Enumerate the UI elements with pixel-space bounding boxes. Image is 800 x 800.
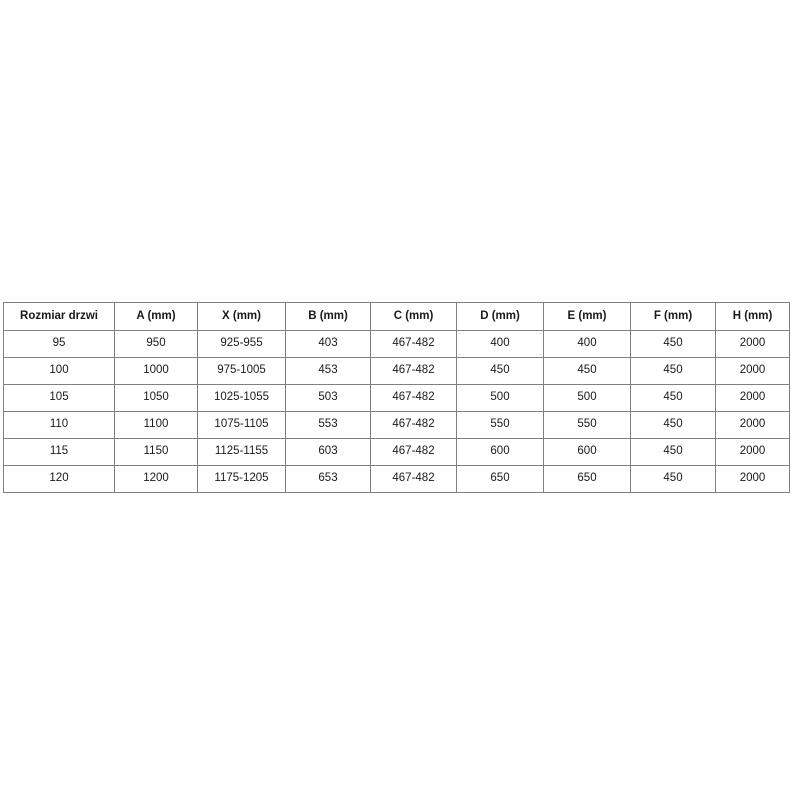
table-cell: 950 xyxy=(114,330,198,358)
header-row: Rozmiar drzwi A (mm) X (mm) B (mm) C (mm) D (… xyxy=(3,302,790,331)
table-cell: 1200 xyxy=(114,465,198,493)
table-cell: 467-482 xyxy=(370,330,457,358)
table-cell: 600 xyxy=(456,438,544,466)
table-cell: 925-955 xyxy=(197,330,286,358)
table-cell: 453 xyxy=(285,357,371,385)
table-cell: 467-482 xyxy=(370,411,457,439)
column-header: C (mm) xyxy=(370,302,457,331)
column-header: F (mm) xyxy=(630,302,716,331)
table-cell: 1125-1155 xyxy=(197,438,286,466)
table-cell: 110 xyxy=(3,411,115,439)
table-cell: 1100 xyxy=(114,411,198,439)
table-cell: 450 xyxy=(630,330,716,358)
table-cell: 550 xyxy=(456,411,544,439)
table-cell: 450 xyxy=(543,357,631,385)
table-cell: 467-482 xyxy=(370,438,457,466)
table-cell: 450 xyxy=(630,357,716,385)
table-cell: 975-1005 xyxy=(197,357,286,385)
table-cell: 400 xyxy=(543,330,631,358)
column-header: Rozmiar drzwi xyxy=(3,302,115,331)
table-cell: 500 xyxy=(543,384,631,412)
table-row: 95 950 925-955 403 467-482 400 400 450 2000 xyxy=(3,330,790,358)
table-cell: 467-482 xyxy=(370,465,457,493)
column-header: B (mm) xyxy=(285,302,371,331)
table-cell: 1025-1055 xyxy=(197,384,286,412)
table-cell: 450 xyxy=(456,357,544,385)
table-cell: 2000 xyxy=(715,384,790,412)
table-cell: 105 xyxy=(3,384,115,412)
table-cell: 2000 xyxy=(715,357,790,385)
table-cell: 553 xyxy=(285,411,371,439)
column-header: D (mm) xyxy=(456,302,544,331)
table-cell: 467-482 xyxy=(370,357,457,385)
table-cell: 120 xyxy=(3,465,115,493)
table-row: 120 1200 1175-1205 653 467-482 650 650 450 2000 xyxy=(3,465,790,493)
table-cell: 1075-1105 xyxy=(197,411,286,439)
table-cell: 450 xyxy=(630,465,716,493)
door-size-spec-table: Rozmiar drzwi A (mm) X (mm) B (mm) C (mm) D (… xyxy=(3,302,790,493)
table-row: 115 1150 1125-1155 603 467-482 600 600 450 2000 xyxy=(3,438,790,466)
table-body: 95 950 925-955 403 467-482 400 400 450 2000 100 10… xyxy=(3,330,790,493)
table-cell: 503 xyxy=(285,384,371,412)
table-cell: 1175-1205 xyxy=(197,465,286,493)
table-head: Rozmiar drzwi A (mm) X (mm) B (mm) C (mm) D (… xyxy=(3,302,790,331)
column-header: H (mm) xyxy=(715,302,790,331)
table-cell: 100 xyxy=(3,357,115,385)
table-cell: 650 xyxy=(543,465,631,493)
column-header: A (mm) xyxy=(114,302,198,331)
table-cell: 500 xyxy=(456,384,544,412)
column-header: X (mm) xyxy=(197,302,286,331)
table-cell: 600 xyxy=(543,438,631,466)
table-row: 110 1100 1075-1105 553 467-482 550 550 450 2000 xyxy=(3,411,790,439)
table-cell: 1150 xyxy=(114,438,198,466)
table-cell: 650 xyxy=(456,465,544,493)
table-cell: 653 xyxy=(285,465,371,493)
table-cell: 450 xyxy=(630,438,716,466)
table-cell: 95 xyxy=(3,330,115,358)
table-cell: 1000 xyxy=(114,357,198,385)
table-row: 100 1000 975-1005 453 467-482 450 450 450 2000 xyxy=(3,357,790,385)
table-cell: 2000 xyxy=(715,465,790,493)
table-cell: 115 xyxy=(3,438,115,466)
table-cell: 2000 xyxy=(715,330,790,358)
table-cell: 550 xyxy=(543,411,631,439)
table-cell: 403 xyxy=(285,330,371,358)
table-cell: 467-482 xyxy=(370,384,457,412)
table-cell: 450 xyxy=(630,384,716,412)
table-row: 105 1050 1025-1055 503 467-482 500 500 450 2000 xyxy=(3,384,790,412)
table-cell: 2000 xyxy=(715,438,790,466)
table-cell: 2000 xyxy=(715,411,790,439)
table-cell: 450 xyxy=(630,411,716,439)
table-cell: 400 xyxy=(456,330,544,358)
table-cell: 603 xyxy=(285,438,371,466)
column-header: E (mm) xyxy=(543,302,631,331)
table-cell: 1050 xyxy=(114,384,198,412)
